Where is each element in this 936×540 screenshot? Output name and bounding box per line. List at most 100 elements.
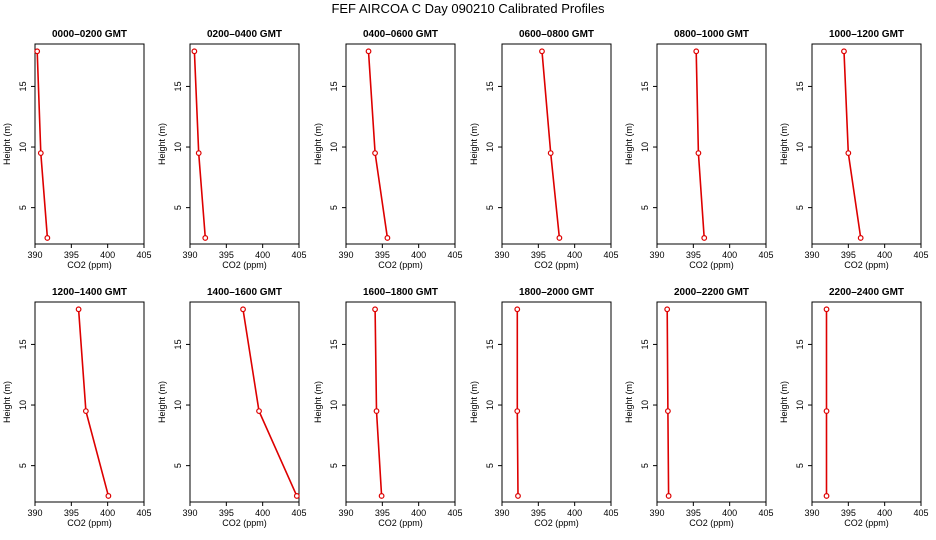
data-point <box>240 306 246 313</box>
series-line <box>541 51 561 238</box>
data-point <box>384 235 391 241</box>
plot-frame <box>656 43 767 245</box>
chart-title: 2200–2400 GMT <box>829 287 904 298</box>
data-point <box>293 493 300 499</box>
x-tick-label: 405 <box>913 508 928 518</box>
x-tick-label: 400 <box>722 508 737 518</box>
x-tick-label: 390 <box>494 508 509 518</box>
y-axis-label: Height (m) <box>779 381 789 423</box>
y-tick-label: 5 <box>795 463 805 468</box>
y-tick-label: 10 <box>18 400 28 410</box>
x-tick-label: 395 <box>531 250 546 260</box>
plot-frame <box>656 301 767 503</box>
y-tick-label: 15 <box>640 339 650 349</box>
y-axis-label: Height (m) <box>313 381 323 423</box>
x-tick-label: 390 <box>182 250 197 260</box>
data-point <box>37 150 44 156</box>
x-axis-label: CO2 (ppm) <box>222 260 267 270</box>
data-point <box>547 150 554 156</box>
series-line <box>193 51 207 238</box>
x-tick-label: 405 <box>913 250 928 260</box>
x-tick-label: 400 <box>722 250 737 260</box>
plot-frame <box>189 301 300 503</box>
y-axis-label: Height (m) <box>313 123 323 165</box>
x-tick-label: 395 <box>219 250 234 260</box>
data-point <box>515 493 521 499</box>
y-tick-label: 10 <box>173 400 183 410</box>
y-tick-label: 10 <box>485 142 495 152</box>
y-axis-label: Height (m) <box>469 123 479 165</box>
y-tick-label: 5 <box>18 463 28 468</box>
x-tick-label: 400 <box>567 508 582 518</box>
x-tick-label: 390 <box>338 508 353 518</box>
x-axis-label: CO2 (ppm) <box>534 260 579 270</box>
y-axis-label: Height (m) <box>157 381 167 423</box>
y-tick-label: 5 <box>795 205 805 210</box>
data-point <box>693 48 700 55</box>
data-point <box>44 235 51 241</box>
data-point <box>556 235 563 241</box>
data-point <box>823 306 830 313</box>
x-axis-label: CO2 (ppm) <box>534 518 579 528</box>
x-tick-label: 405 <box>758 250 773 260</box>
y-tick-label: 15 <box>18 339 28 349</box>
x-tick-label: 400 <box>567 250 582 260</box>
x-axis-label: CO2 (ppm) <box>67 518 112 528</box>
series-line <box>367 51 389 239</box>
data-point <box>373 408 380 414</box>
x-tick-label: 400 <box>877 250 892 260</box>
y-tick-label: 5 <box>640 205 650 210</box>
x-tick-label: 390 <box>27 508 42 518</box>
y-tick-label: 15 <box>640 81 650 91</box>
y-axis-label: Height (m) <box>2 123 12 165</box>
y-tick-label: 15 <box>485 339 495 349</box>
plot-frame <box>811 301 922 503</box>
x-tick-label: 395 <box>375 508 390 518</box>
data-point <box>514 408 521 414</box>
y-tick-label: 15 <box>329 339 339 349</box>
series-line <box>36 51 49 238</box>
data-point <box>256 408 262 414</box>
data-point <box>365 48 372 55</box>
y-tick-label: 5 <box>485 463 495 468</box>
chart-title: 1600–1800 GMT <box>363 287 438 298</box>
plot-frame <box>501 43 612 245</box>
x-tick-label: 390 <box>182 508 197 518</box>
plot-frame <box>345 43 456 245</box>
chart-title: 0800–1000 GMT <box>674 29 749 40</box>
x-tick-label: 405 <box>291 508 306 518</box>
x-tick-label: 390 <box>804 508 819 518</box>
y-tick-label: 15 <box>173 81 183 91</box>
series-line <box>77 309 110 497</box>
x-tick-label: 390 <box>649 250 664 260</box>
data-point <box>823 493 830 499</box>
y-tick-label: 5 <box>173 463 183 468</box>
y-tick-label: 15 <box>485 81 495 91</box>
chart-title: 0000–0200 GMT <box>52 29 127 40</box>
chart-title: 1400–1600 GMT <box>207 287 282 298</box>
y-tick-label: 10 <box>640 400 650 410</box>
y-axis-label: Height (m) <box>2 381 12 423</box>
chart-title: 0600–0800 GMT <box>519 29 594 40</box>
x-tick-label: 400 <box>255 508 270 518</box>
plot-frame <box>501 301 612 503</box>
page-title: FEF AIRCOA C Day 090210 Calibrated Profi… <box>331 1 605 16</box>
y-axis-label: Height (m) <box>469 381 479 423</box>
x-tick-label: 405 <box>136 508 151 518</box>
y-tick-label: 10 <box>795 142 805 152</box>
y-tick-label: 5 <box>173 205 183 210</box>
plot-frame <box>189 43 300 245</box>
series-line <box>516 309 519 496</box>
x-axis-label: CO2 (ppm) <box>689 518 734 528</box>
y-tick-label: 15 <box>329 81 339 91</box>
y-tick-label: 5 <box>329 205 339 210</box>
y-tick-label: 15 <box>795 339 805 349</box>
x-tick-label: 405 <box>758 508 773 518</box>
x-axis-label: CO2 (ppm) <box>689 260 734 270</box>
x-tick-label: 395 <box>375 250 390 260</box>
data-point <box>857 235 864 241</box>
y-tick-label: 10 <box>173 142 183 152</box>
y-tick-label: 10 <box>640 142 650 152</box>
y-tick-label: 10 <box>329 400 339 410</box>
